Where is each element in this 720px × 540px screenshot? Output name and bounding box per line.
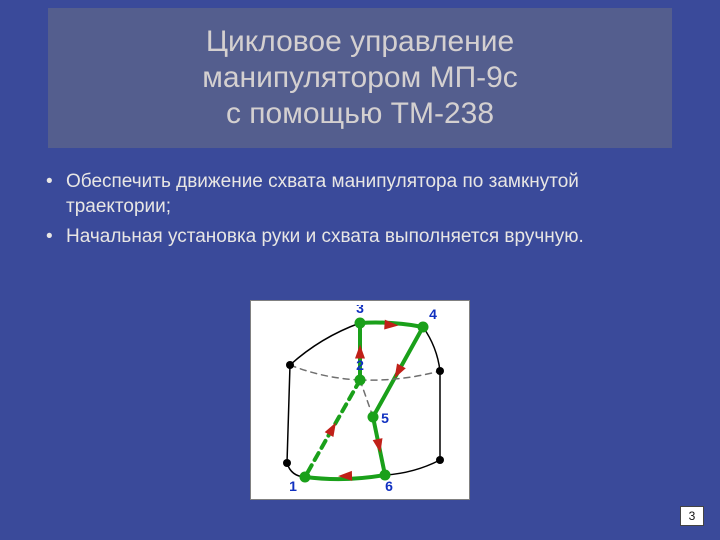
svg-text:3: 3 [356, 305, 364, 316]
svg-text:4: 4 [429, 306, 437, 322]
title-band: Цикловое управление манипулятором МП-9с … [48, 8, 672, 148]
trajectory-diagram: 3 4 2 5 1 6 [250, 300, 470, 500]
page-number-text: 3 [689, 509, 696, 523]
bullet-list: Обеспечить движение схвата манипулятора … [44, 170, 676, 250]
svg-text:6: 6 [385, 478, 393, 494]
page-number: 3 [680, 506, 704, 526]
bullet-item: Начальная установка руки и схвата выполн… [44, 225, 676, 250]
svg-text:5: 5 [381, 410, 389, 426]
body-area: Обеспечить движение схвата манипулятора … [44, 170, 676, 256]
slide: Цикловое управление манипулятором МП-9с … [0, 0, 720, 540]
diagram-svg: 3 4 2 5 1 6 [255, 305, 465, 495]
svg-text:1: 1 [289, 478, 297, 494]
title-line-1: Цикловое управление [206, 24, 514, 60]
title-line-3: с помощью ТМ-238 [226, 96, 494, 132]
bullet-item: Обеспечить движение схвата манипулятора … [44, 170, 676, 219]
svg-text:2: 2 [356, 357, 364, 373]
title-line-2: манипулятором МП-9с [202, 60, 518, 96]
